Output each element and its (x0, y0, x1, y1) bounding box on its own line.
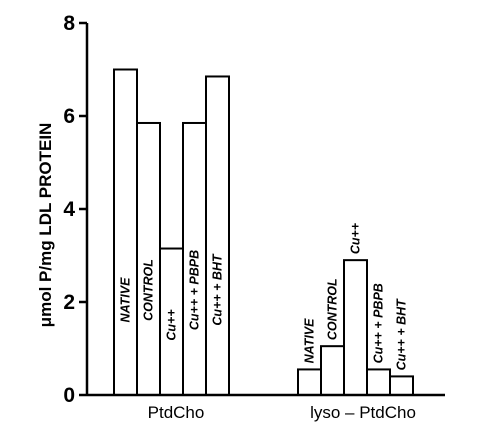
x-category-label: lyso – PtdCho (310, 403, 416, 422)
bar (366, 368, 391, 396)
bar-label: Cu++ (165, 309, 179, 341)
bar-label: CONTROL (142, 259, 156, 321)
y-tick-label: 2 (63, 291, 75, 314)
bar-labels: NATIVE CONTROL Cu++ Cu++ + PBPB Cu++ + BHT NA… (119, 222, 409, 370)
y-tick-label: 0 (63, 384, 75, 407)
bar-label: Cu++ + BHT (395, 298, 409, 371)
bar-label: Cu++ (349, 222, 363, 254)
y-tick-label: 8 (63, 12, 75, 35)
bar (136, 121, 161, 396)
bar (205, 75, 230, 396)
bar (343, 259, 368, 396)
bar-label: NATIVE (119, 277, 133, 323)
bar-label: Cu++ + PBPB (372, 283, 386, 363)
y-axis: 0 2 4 6 8 (63, 12, 89, 407)
bar (113, 68, 138, 396)
x-axis: PtdCho lyso – PtdCho (87, 393, 445, 422)
bar-label: Cu++ + BHT (211, 253, 225, 326)
y-tick-label: 4 (63, 198, 75, 221)
x-category-label: PtdCho (148, 403, 205, 422)
y-tick-label: 6 (63, 105, 75, 128)
bar-label: NATIVE (303, 318, 317, 364)
bar (320, 345, 345, 396)
y-axis-title: μmol P/mg LDL PROTEIN (36, 123, 55, 328)
bar-label: CONTROL (326, 278, 340, 340)
bar (297, 368, 322, 396)
bar (389, 375, 414, 396)
bars (113, 68, 414, 396)
bar-label: Cu++ + PBPB (188, 250, 202, 330)
